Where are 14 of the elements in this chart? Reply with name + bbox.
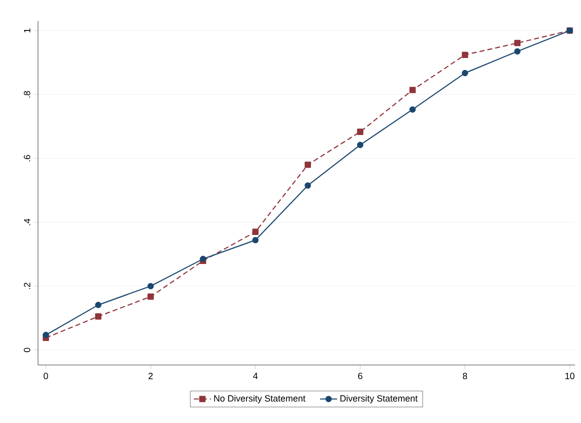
legend-label: Diversity Statement xyxy=(340,394,418,404)
legend-label: No Diversity Statement xyxy=(214,394,306,404)
x-tick-label: 8 xyxy=(462,372,468,380)
y-tick-label: .6 xyxy=(24,154,30,162)
x-tick-label: 10 xyxy=(565,372,574,380)
x-tick-label: 2 xyxy=(148,372,153,380)
y-tick-label: .2 xyxy=(24,282,30,290)
x-tick-label: 4 xyxy=(253,372,258,379)
y-tick-label: 1 xyxy=(24,28,30,32)
y-tick-label: .4 xyxy=(24,218,30,226)
y-tick-label: 0 xyxy=(24,348,30,352)
x-tick-label: 6 xyxy=(358,372,362,380)
x-tick-label: 0 xyxy=(44,372,48,380)
y-tick-label: .8 xyxy=(24,91,30,98)
